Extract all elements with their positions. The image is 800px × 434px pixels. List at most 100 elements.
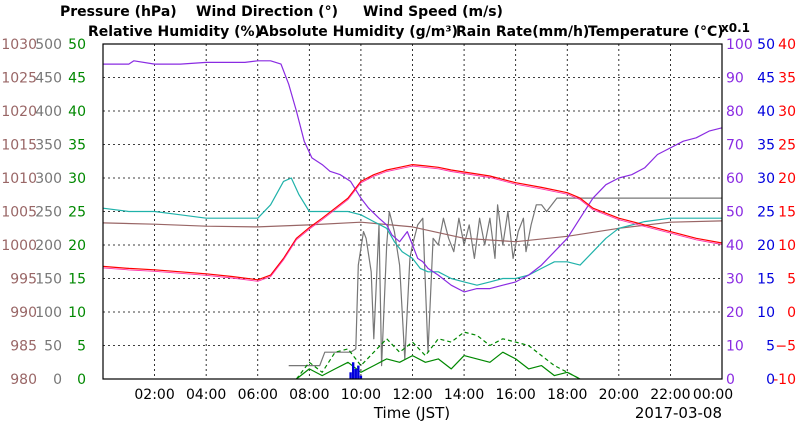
y-tick-wind-direction: 500: [35, 37, 62, 53]
y-tick-humidity: 30: [726, 272, 744, 288]
y-tick-pressure: 1030: [1, 37, 37, 53]
y-tick-wind-direction: 450: [35, 71, 62, 87]
y-tick-rain: 20: [757, 238, 775, 254]
y-tick-pressure: 1020: [1, 104, 37, 120]
date-label: 2017-03-08: [635, 404, 722, 422]
tick-labels: 9809859909951000100510101015102010251030…: [1, 37, 796, 403]
x-tick-label: 08:00: [289, 387, 329, 403]
y-tick-humidity: 100: [726, 37, 753, 53]
y-tick-humidity: 10: [726, 339, 744, 355]
y-tick-wind-speed: 5: [77, 339, 86, 355]
series-line-humidity: [102, 177, 722, 286]
y-tick-humidity: 70: [726, 138, 744, 154]
y-tick-wind-speed: 15: [68, 272, 86, 288]
x-tick-label: 14:00: [444, 387, 484, 403]
y-tick-wind-speed: 40: [68, 104, 86, 120]
y-tick-wind-speed: 50: [68, 37, 86, 53]
y-tick-humidity: 50: [726, 205, 744, 221]
y-tick-pressure: 980: [10, 372, 37, 388]
y-tick-rain: 15: [757, 272, 775, 288]
rain-bar: [359, 375, 363, 379]
y-tick-temperature: -10: [773, 372, 796, 388]
rain-bar: [354, 368, 357, 379]
y-tick-rain: 0: [766, 372, 775, 388]
y-tick-pressure: 1000: [1, 238, 37, 254]
x-tick-label: 00:00: [693, 387, 733, 403]
y-tick-humidity: 20: [726, 305, 744, 321]
y-tick-wind-speed: 45: [68, 71, 86, 87]
y-tick-rain: 25: [757, 205, 775, 221]
y-tick-temperature: 30: [778, 104, 796, 120]
x-tick-label: 18:00: [547, 387, 587, 403]
y-tick-wind-direction: 400: [35, 104, 62, 120]
y-tick-pressure: 985: [10, 339, 37, 355]
y-tick-wind-speed: 25: [68, 205, 86, 221]
y-tick-temperature: 15: [778, 205, 796, 221]
legend-wind-direction: Wind Direction (°): [196, 4, 338, 20]
y-tick-wind-direction: 100: [35, 305, 62, 321]
x-tick-label: 10:00: [341, 387, 381, 403]
y-tick-wind-direction: 200: [35, 238, 62, 254]
series-group: [102, 60, 723, 380]
x-axis-label: Time (JST): [373, 404, 450, 422]
y-tick-temperature: 0: [787, 305, 796, 321]
y-tick-humidity: 80: [726, 104, 744, 120]
x-tick-label: 20:00: [599, 387, 639, 403]
y-tick-wind-direction: 250: [35, 205, 62, 221]
y-tick-wind-speed: 10: [68, 305, 86, 321]
y-tick-pressure: 1010: [1, 171, 37, 187]
legend-relative-humidity: Relative Humidity (%): [88, 24, 261, 40]
y-tick-rain: 35: [757, 138, 775, 154]
y-tick-temperature: 35: [778, 71, 796, 87]
y-tick-temperature: 5: [787, 272, 796, 288]
y-tick-wind-direction: 150: [35, 272, 62, 288]
x-tick-label: 22:00: [650, 387, 690, 403]
y-tick-rain: 40: [757, 104, 775, 120]
y-tick-temperature: 25: [778, 138, 796, 154]
y-tick-wind-direction: 0: [53, 372, 62, 388]
rain-bar: [349, 372, 352, 379]
y-tick-temperature: 40: [778, 37, 796, 53]
series-line-wind_speed: [296, 351, 581, 380]
y-tick-temperature: 10: [778, 238, 796, 254]
plot-frame: [102, 43, 723, 380]
legend-temperature: Temperature (°C): [588, 24, 724, 40]
x-tick-label: 12:00: [392, 387, 432, 403]
legend-pressure: Pressure (hPa): [60, 4, 177, 20]
x-tick-label: 06:00: [238, 387, 278, 403]
y-tick-wind-speed: 35: [68, 138, 86, 154]
y-tick-pressure: 995: [10, 272, 37, 288]
y-tick-rain: 30: [757, 171, 775, 187]
y-tick-pressure: 1015: [1, 138, 37, 154]
y-tick-wind-speed: 0: [77, 372, 86, 388]
y-tick-wind-direction: 350: [35, 138, 62, 154]
y-tick-temperature: −5: [775, 339, 796, 355]
y-tick-wind-speed: 30: [68, 171, 86, 187]
y-tick-humidity: 60: [726, 171, 744, 187]
legend-wind-speed: Wind Speed (m/s): [363, 4, 503, 20]
y-tick-pressure: 1005: [1, 205, 37, 221]
y-tick-wind-speed: 20: [68, 238, 86, 254]
x-tick-label: 16:00: [495, 387, 535, 403]
y-tick-wind-direction: 50: [44, 339, 62, 355]
y-tick-humidity: 0: [726, 372, 735, 388]
legend-absolute-humidity: Absolute Humidity (g/m³): [258, 24, 458, 40]
y-tick-rain: 45: [757, 71, 775, 87]
x-tick-label: 02:00: [134, 387, 174, 403]
y-tick-rain: 10: [757, 305, 775, 321]
legend-rain-rate: Rain Rate(mm/h): [456, 24, 589, 40]
series-line-wind_direction: [288, 197, 722, 367]
series-line-temperature-trace: [102, 165, 723, 282]
rain-bar: [357, 365, 360, 379]
y-tick-humidity: 90: [726, 71, 744, 87]
y-tick-rain: 5: [766, 339, 775, 355]
y-tick-rain: 50: [757, 37, 775, 53]
rain-bar: [351, 362, 355, 379]
y-tick-pressure: 1025: [1, 71, 37, 87]
y-tick-temperature: 20: [778, 171, 796, 187]
x-tick-label: 04:00: [186, 387, 226, 403]
series-line-temperature: [102, 164, 723, 281]
series-line-wind_speed-gust: [295, 331, 581, 380]
